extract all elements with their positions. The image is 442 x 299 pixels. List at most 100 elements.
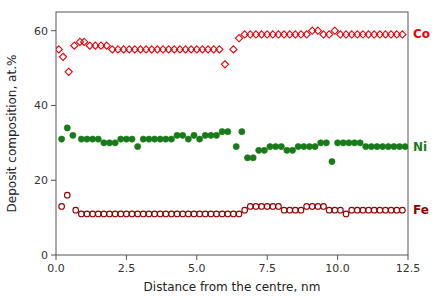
point [216,46,223,53]
point [400,207,406,213]
point [123,136,129,142]
point [250,155,256,161]
point [112,211,118,217]
point [185,136,191,142]
y-tick-label: 60 [34,25,48,38]
point [84,211,90,217]
point [304,204,310,210]
point [357,140,363,146]
x-axis-label: Distance from the centre, nm [144,280,321,294]
x-tick [56,255,57,260]
point [368,143,374,149]
point [267,143,273,149]
point [289,147,295,153]
y-tick [51,255,56,256]
point [343,211,349,217]
point [146,211,152,217]
point [276,204,282,210]
point [157,136,163,142]
point [326,207,332,213]
point [335,140,341,146]
point [79,211,85,217]
point [293,207,299,213]
point [399,31,406,38]
point [73,207,79,213]
point [135,211,141,217]
y-tick [51,30,56,31]
point [186,211,192,217]
point [253,204,259,210]
point [329,158,335,164]
point [225,129,231,135]
point [338,207,344,213]
point [377,207,383,213]
series-label: Fe [413,203,429,217]
point [366,207,372,213]
point [301,143,307,149]
point [287,207,293,213]
point [197,136,203,142]
x-tick-label: 5.0 [188,262,206,275]
point [124,211,130,217]
point [168,136,174,142]
point [180,211,186,217]
point [65,68,72,75]
point [388,207,394,213]
point [84,136,90,142]
point [56,46,62,53]
point [208,211,214,217]
point [340,140,346,146]
x-tick [267,255,268,260]
point [332,207,338,213]
point [140,211,146,217]
point [298,207,304,213]
y-tick [51,180,56,181]
point [225,211,231,217]
point [351,140,357,146]
point [64,192,70,198]
point [315,204,321,210]
x-tick [337,255,338,260]
point [231,211,237,217]
point [180,132,186,138]
x-tick [196,255,197,260]
point [118,136,124,142]
point [295,143,301,149]
point [273,143,279,149]
point [95,136,101,142]
point [346,140,352,146]
point [59,53,66,60]
point [95,211,101,217]
point [107,211,113,217]
point [385,143,391,149]
point [259,204,265,210]
point [321,204,327,210]
series-label: Co [413,27,430,41]
plot-frame [56,12,408,255]
point [152,211,158,217]
point [197,211,203,217]
point [90,211,96,217]
x-tick [408,255,409,260]
x-tick [126,255,127,260]
point [208,132,214,138]
point [59,136,65,142]
point [112,140,118,146]
point [78,136,84,142]
x-tick-label: 2.5 [118,262,136,275]
point [374,143,380,149]
point [90,136,96,142]
point [391,143,397,149]
point [174,211,180,217]
point [118,211,124,217]
x-tick-label: 0.0 [47,262,65,275]
point [219,211,225,217]
point [355,207,361,213]
point [157,211,163,217]
series [56,27,406,75]
point [363,143,369,149]
point [394,207,400,213]
point [380,143,386,149]
point [383,207,389,213]
point [230,46,237,53]
